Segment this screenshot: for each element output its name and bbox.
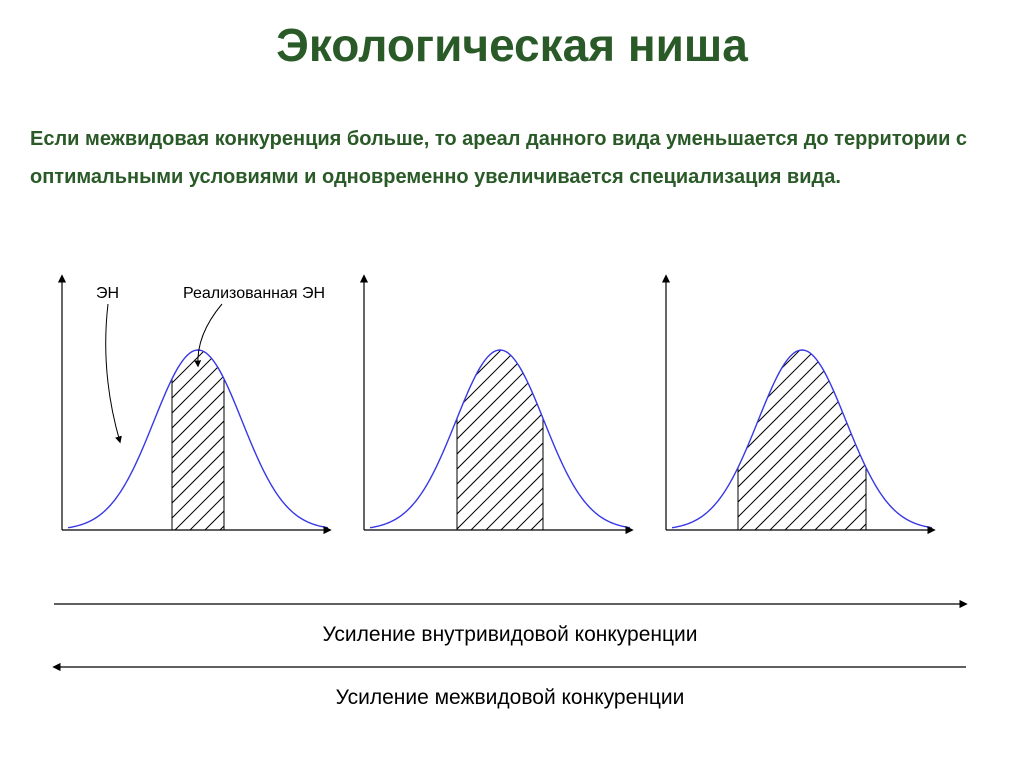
arrow-intraspecific-label: Усиление внутривидовой конкуренции <box>50 621 970 648</box>
arrow-left-icon <box>50 658 970 676</box>
arrow-right-icon <box>50 595 970 613</box>
competition-arrows: Усиление внутривидовой конкуренции Усиле… <box>50 595 970 722</box>
arrow-interspecific-label: Усиление межвидовой конкуренции <box>50 684 970 711</box>
callout-realized-label: Реализованная ЭН <box>183 285 325 302</box>
slide: Экологическая ниша Если межвидовая конку… <box>0 0 1024 767</box>
arrow-interspecific: Усиление межвидовой конкуренции <box>50 658 970 711</box>
callout-en-label: ЭН <box>96 285 119 302</box>
chart-panel-2 <box>186 276 911 530</box>
chart-panel-1: ЭН Реализованная ЭН <box>50 276 585 530</box>
slide-description: Если межвидовая конкуренция больше, то а… <box>30 120 990 196</box>
charts-region: ЭН Реализованная ЭН <box>50 270 1010 560</box>
charts-svg: ЭН Реализованная ЭН <box>50 270 978 560</box>
slide-title: Экологическая ниша <box>0 18 1024 72</box>
arrow-intraspecific: Усиление внутривидовой конкуренции <box>50 595 970 648</box>
